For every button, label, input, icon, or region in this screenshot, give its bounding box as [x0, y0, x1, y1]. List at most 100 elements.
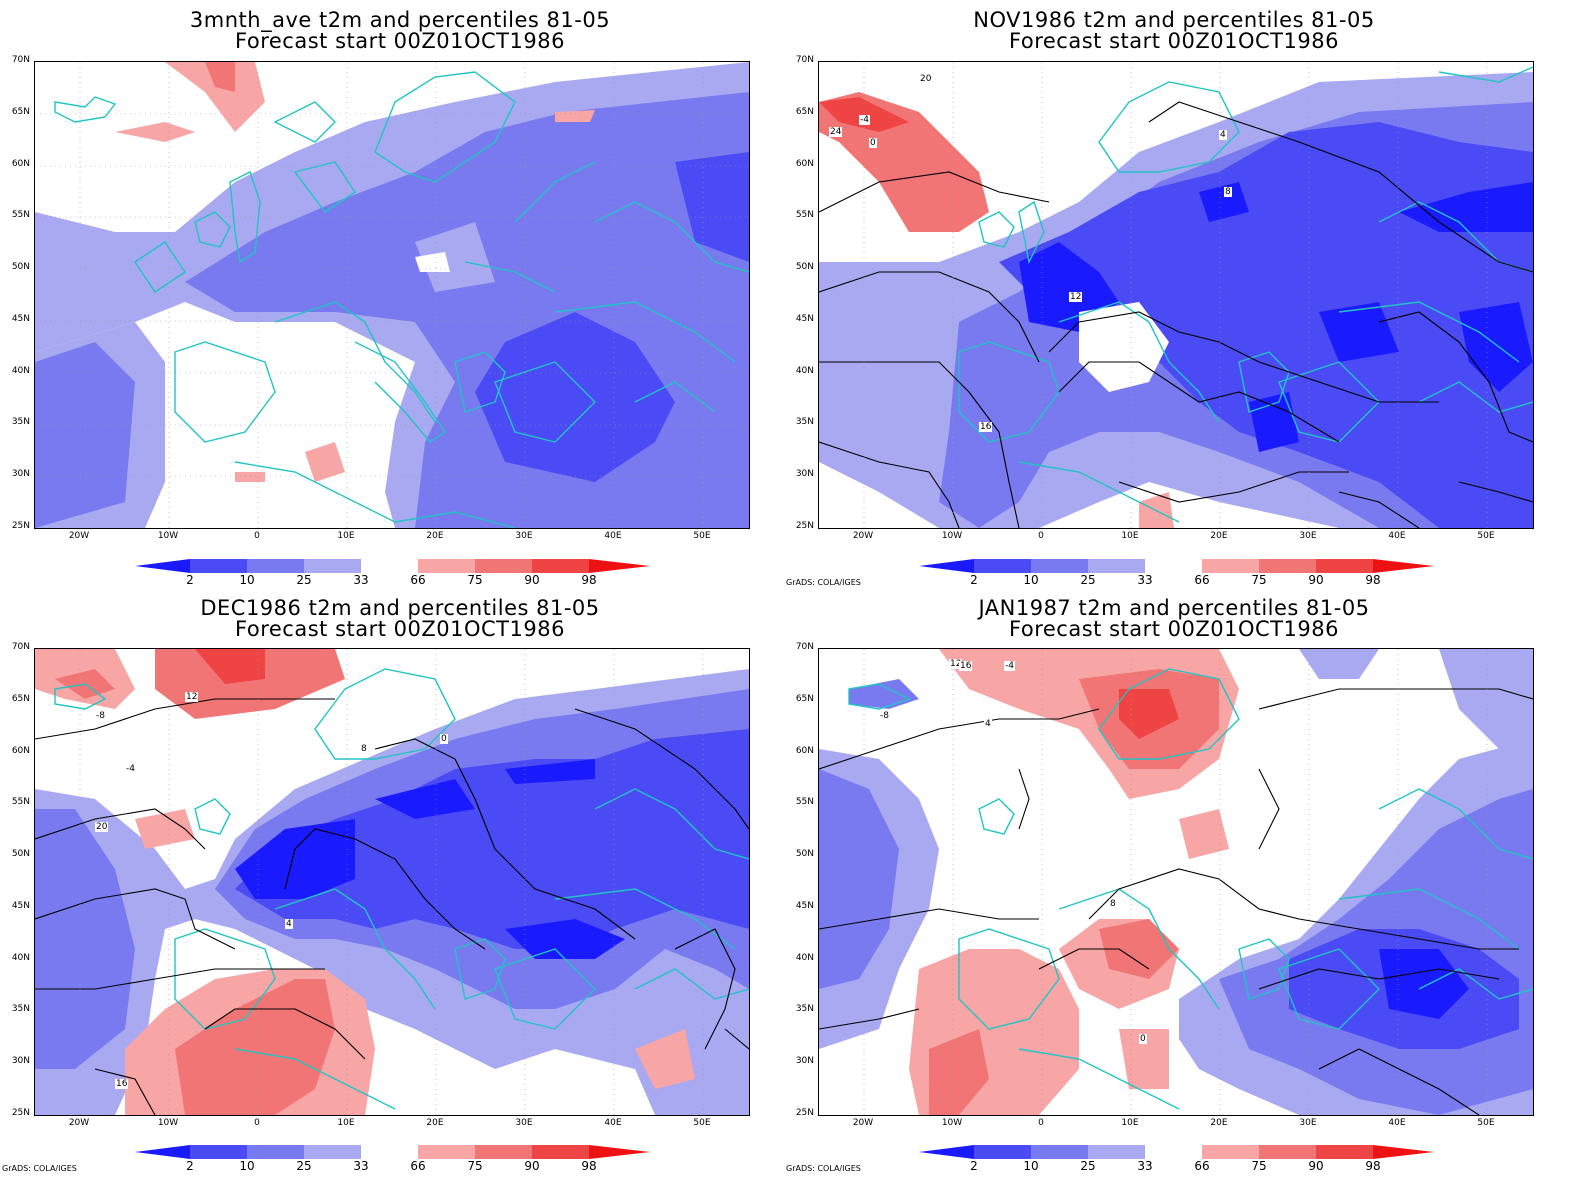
lat-label: 40N: [795, 366, 814, 376]
colorbar: [135, 558, 650, 573]
colorbar-label: 66: [410, 573, 426, 587]
panel-title-line2: Forecast start 00Z01OCT1986: [235, 29, 565, 53]
contour-label: 0: [1139, 1034, 1147, 1044]
lat-label: 55N: [795, 797, 814, 807]
lon-label: 20E: [1210, 1118, 1228, 1128]
panel-nov1986: NOV1986 t2m and percentiles 81-05 Foreca…: [784, 0, 1596, 590]
lat-label: 70N: [11, 55, 30, 65]
lon-label: 50E: [693, 1118, 711, 1128]
panel-title-line1: 3mnth_ave t2m and percentiles 81-05: [189, 8, 611, 32]
lat-label: 30N: [795, 469, 814, 479]
lon-label: 20E: [426, 531, 444, 541]
lat-label: 70N: [795, 55, 814, 65]
colorbar-label: 2: [186, 573, 194, 587]
colorbar: [919, 1144, 1434, 1159]
lat-label: 65N: [11, 694, 30, 704]
lon-label: 50E: [693, 531, 711, 541]
lon-label: 0: [254, 531, 260, 541]
contour-label: -4: [1004, 661, 1015, 671]
lon-label: 20E: [426, 1118, 444, 1128]
colorbar-label: 10: [239, 573, 255, 587]
lat-label: 65N: [11, 107, 30, 117]
colorbar-label: 98: [1365, 1159, 1381, 1173]
map-shading: [819, 62, 1533, 528]
lat-label: 60N: [11, 746, 30, 756]
panel-title-line2: Forecast start 00Z01OCT1986: [1009, 29, 1339, 53]
lon-label: 20W: [852, 1118, 874, 1128]
contour-label: 20: [95, 822, 109, 832]
colorbar-label: 33: [353, 1159, 369, 1173]
panel-title-line1: JAN1987 t2m and percentiles 81-05: [978, 596, 1370, 620]
lon-label: 10W: [941, 1118, 963, 1128]
lat-label: 25N: [11, 1108, 30, 1118]
colorbar-label: 2: [186, 1159, 194, 1173]
lon-label: 20W: [68, 531, 90, 541]
lon-label: 30E: [515, 531, 533, 541]
lat-label: 40N: [11, 366, 30, 376]
colorbar-label: 90: [1308, 573, 1324, 587]
lon-label: 30E: [515, 1118, 533, 1128]
grads-credit: GrADS: COLA/IGES: [786, 1164, 861, 1173]
lon-label: 10E: [337, 531, 355, 541]
contour-label: 12: [1069, 292, 1083, 302]
contour-label: -4: [125, 764, 136, 774]
lon-label: 40E: [1388, 1118, 1406, 1128]
lat-label: 45N: [11, 314, 30, 324]
colorbar-label: 33: [1137, 1159, 1153, 1173]
contour-label: 8: [360, 744, 368, 754]
lat-label: 50N: [795, 262, 814, 272]
grads-credit: GrADS: COLA/IGES: [786, 578, 861, 587]
panel-dec1986: DEC1986 t2m and percentiles 81-05 Foreca…: [0, 588, 780, 1196]
colorbar-label: 75: [1251, 1159, 1267, 1173]
lon-label: 10W: [941, 531, 963, 541]
lat-label: 60N: [11, 159, 30, 169]
lat-label: 45N: [11, 901, 30, 911]
colorbar-label: 75: [467, 1159, 483, 1173]
contour-label: 12: [185, 692, 199, 702]
colorbar-label: 33: [353, 573, 369, 587]
map-plot: [34, 61, 750, 529]
lon-label: 30E: [1299, 531, 1317, 541]
contour-label: 12: [949, 659, 963, 669]
lon-label: 20W: [68, 1118, 90, 1128]
lat-label: 65N: [795, 694, 814, 704]
panel-title-line1: DEC1986 t2m and percentiles 81-05: [200, 596, 600, 620]
contour-label: 8: [1109, 899, 1117, 909]
panel-jan1987: JAN1987 t2m and percentiles 81-05 Foreca…: [784, 588, 1596, 1196]
lon-label: 0: [1038, 1118, 1044, 1128]
lat-label: 35N: [11, 417, 30, 427]
contour-label: 8: [1224, 187, 1232, 197]
colorbar-label: 25: [296, 573, 312, 587]
contour-label: -4: [859, 115, 870, 125]
lon-label: 0: [1038, 531, 1044, 541]
colorbar-label: 25: [1080, 573, 1096, 587]
colorbar-label: 33: [1137, 573, 1153, 587]
lat-label: 70N: [11, 642, 30, 652]
panel-title-line1: NOV1986 t2m and percentiles 81-05: [973, 8, 1375, 32]
lat-label: 25N: [795, 521, 814, 531]
lon-label: 0: [254, 1118, 260, 1128]
colorbar-label: 90: [1308, 1159, 1324, 1173]
colorbar-label: 10: [1023, 573, 1039, 587]
lat-label: 25N: [11, 521, 30, 531]
contour-label: 24: [829, 127, 843, 137]
lat-label: 70N: [795, 642, 814, 652]
contour-label: 16: [959, 661, 973, 671]
lon-label: 40E: [604, 531, 622, 541]
map-plot: -8 -4 0 4 8 12 16: [818, 648, 1534, 1116]
colorbar-label: 25: [1080, 1159, 1096, 1173]
colorbar-label: 90: [524, 573, 540, 587]
colorbar-label: 2: [970, 1159, 978, 1173]
colorbar-label: 10: [239, 1159, 255, 1173]
colorbar-label: 98: [581, 1159, 597, 1173]
colorbar-label: 75: [1251, 573, 1267, 587]
panel-3mnth-ave: 3mnth_ave t2m and percentiles 81-05 Fore…: [0, 0, 780, 590]
lat-label: 25N: [795, 1108, 814, 1118]
lat-label: 60N: [795, 746, 814, 756]
lon-label: 40E: [604, 1118, 622, 1128]
lat-label: 35N: [11, 1004, 30, 1014]
map-plot: -4 0 4 8 12 16 20 24: [818, 61, 1534, 529]
contour-label: 20: [919, 74, 933, 84]
contour-label: 4: [984, 719, 992, 729]
map-shading: [35, 62, 749, 528]
